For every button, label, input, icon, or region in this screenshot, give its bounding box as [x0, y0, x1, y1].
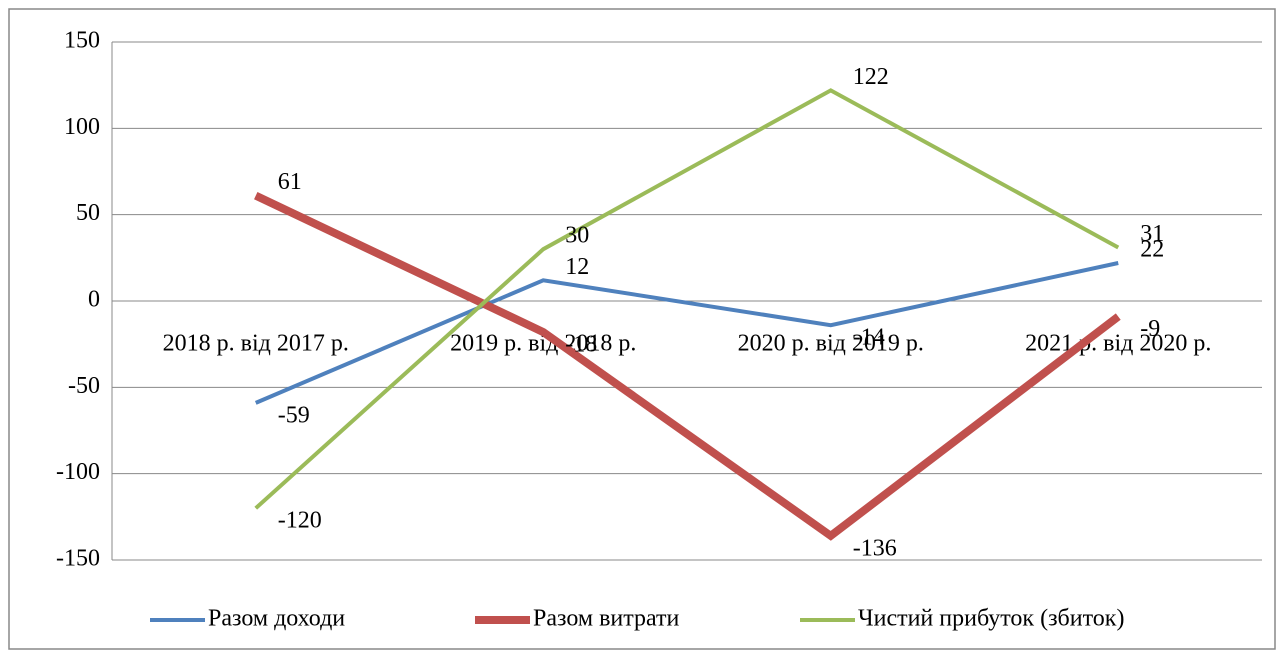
- data-label: 122: [853, 64, 889, 90]
- data-label: -120: [278, 508, 322, 534]
- legend-label: Разом доходи: [208, 606, 345, 632]
- y-tick-label: 50: [76, 200, 100, 226]
- data-label: 61: [278, 169, 302, 195]
- y-tick-label: 0: [88, 287, 100, 313]
- line-series: [254, 261, 1119, 405]
- data-label: 12: [565, 254, 589, 280]
- chart-border: [8, 8, 1276, 650]
- y-tick-label: 100: [64, 114, 100, 140]
- y-tick-label: -50: [68, 373, 100, 399]
- data-label: -9: [1140, 316, 1160, 342]
- x-tick-label: 2018 р. від 2017 р.: [163, 331, 349, 357]
- data-label: -18: [565, 332, 597, 358]
- y-tick-label: -100: [56, 459, 100, 485]
- data-label: 22: [1140, 237, 1164, 263]
- data-label: -14: [853, 325, 885, 351]
- data-label: -59: [278, 402, 310, 428]
- line-series: [254, 192, 1121, 541]
- data-label: -136: [853, 535, 897, 561]
- y-tick-label: 150: [64, 28, 100, 54]
- x-tick-label: 2020 р. від 2019 р.: [738, 331, 924, 357]
- y-tick-label: -150: [56, 546, 100, 572]
- line-series: [254, 88, 1120, 510]
- legend-label: Чистий прибуток (збиток): [858, 606, 1124, 632]
- data-label: 31: [1140, 221, 1164, 247]
- data-label: 30: [565, 223, 589, 249]
- x-tick-label: 2021 р. від 2020 р.: [1025, 331, 1211, 357]
- legend-label: Разом витрати: [533, 606, 680, 632]
